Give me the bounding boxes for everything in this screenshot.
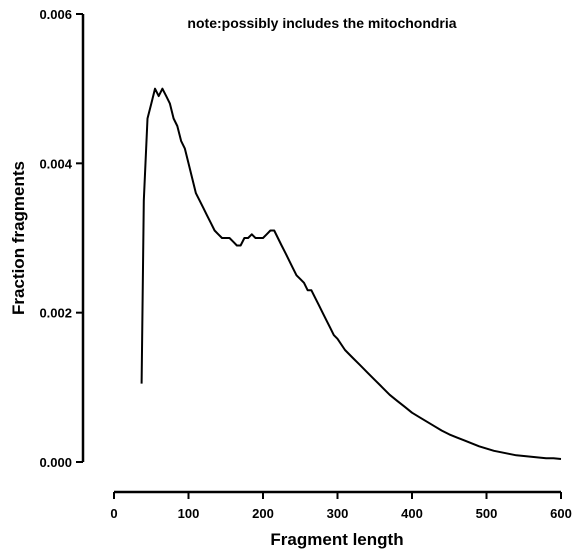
y-tick-label: 0.002 bbox=[39, 306, 72, 321]
x-tick-label: 200 bbox=[252, 506, 274, 521]
series-line bbox=[140, 87, 562, 460]
y-ticks: 0.000 0.002 0.004 0.006 bbox=[39, 7, 83, 470]
y-tick-label: 0.006 bbox=[39, 7, 72, 22]
x-tick-label: 400 bbox=[401, 506, 423, 521]
chart-annotation: note:possibly includes the mitochondria bbox=[187, 15, 456, 31]
x-tick-label: 500 bbox=[476, 506, 498, 521]
y-tick-label: 0.004 bbox=[39, 156, 72, 171]
x-tick-label: 300 bbox=[327, 506, 349, 521]
x-axis-title: Fragment length bbox=[270, 530, 403, 549]
x-tick-label: 0 bbox=[110, 506, 117, 521]
x-tick-label: 100 bbox=[178, 506, 200, 521]
y-tick-label: 0.000 bbox=[39, 455, 72, 470]
x-tick-label: 600 bbox=[550, 506, 572, 521]
x-ticks: 0 100 200 300 400 500 600 bbox=[110, 492, 572, 521]
y-axis-title: Fraction fragments bbox=[9, 161, 28, 315]
